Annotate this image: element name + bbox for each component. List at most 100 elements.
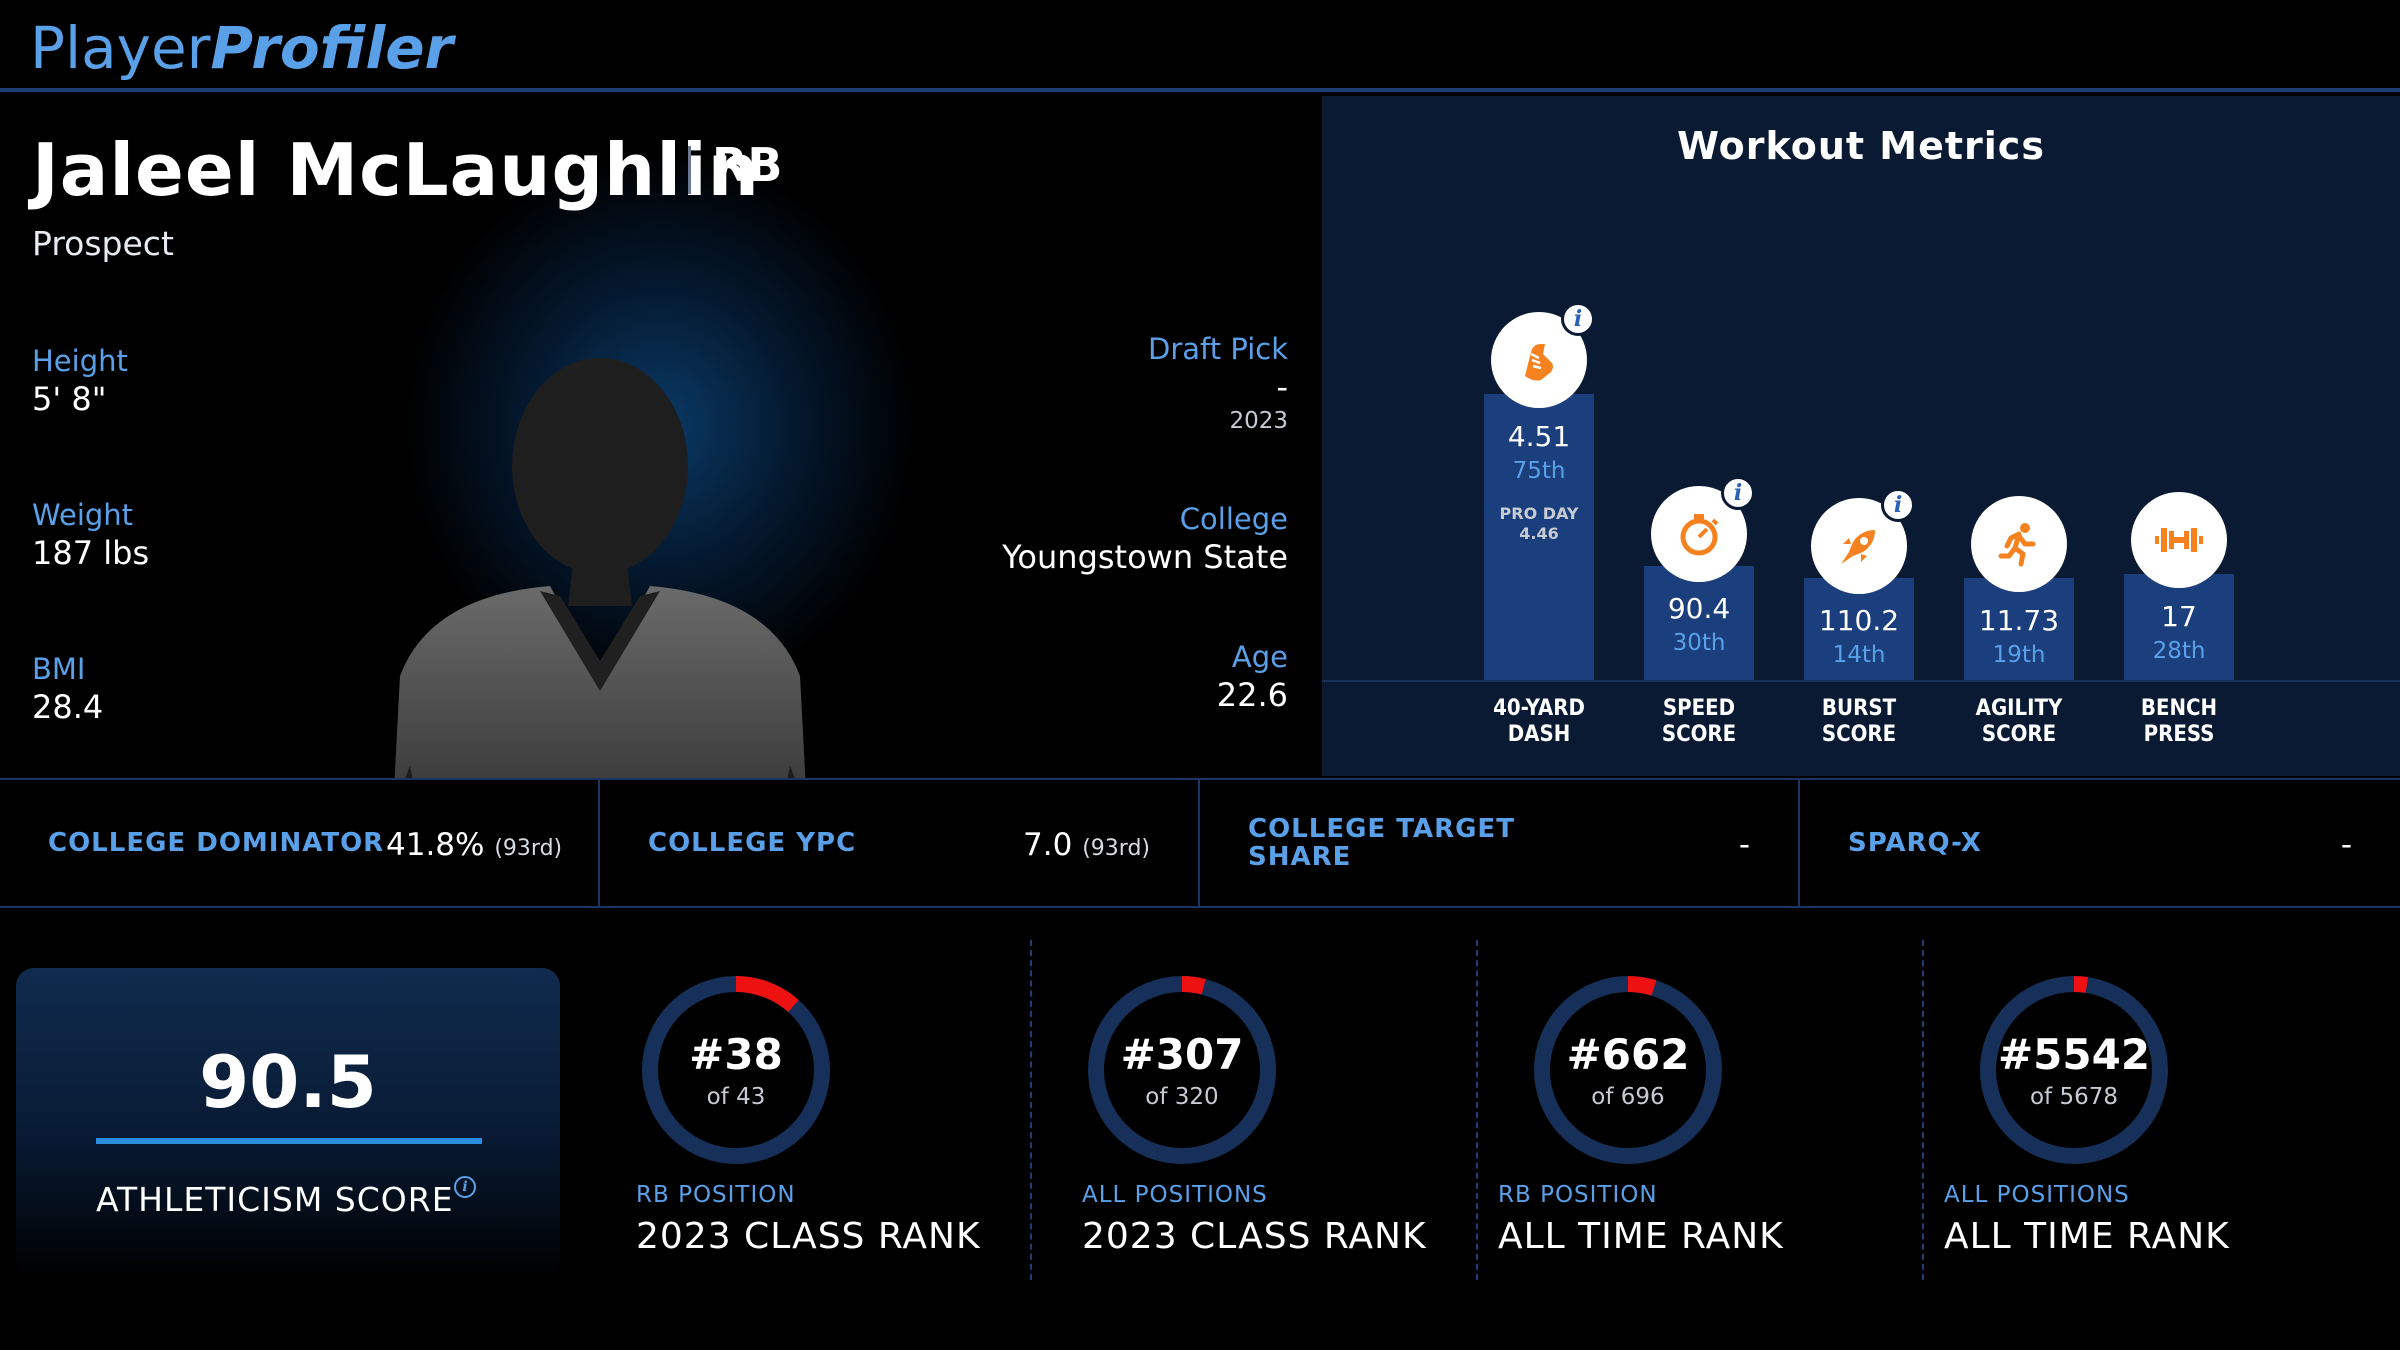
agility-score-value: 11.73	[1978, 604, 2060, 637]
runner-icon	[1971, 496, 2067, 592]
rank-card-rb-alltime[interactable]: #662 of 696 RB POSITION ALL TIME RANK	[1498, 970, 1928, 1270]
college-dominator-value: 41.8% (93rd)	[386, 827, 562, 863]
burst-score-label-line1: BURST	[1821, 696, 1897, 721]
speed-score-label-line2: SCORE	[1661, 722, 1737, 747]
rank-title: ALL TIME RANK	[1944, 1216, 2230, 1257]
height-value: 5' 8"	[32, 380, 107, 418]
rank-divider	[1922, 940, 1924, 1280]
bmi-value: 28.4	[32, 688, 104, 726]
rank-ring-fill	[1980, 976, 2168, 1164]
burst-score-label-line2: SCORE	[1821, 722, 1897, 747]
draft-pick-label: Draft Pick	[1148, 332, 1288, 366]
rank-title: ALL TIME RANK	[1498, 1216, 1784, 1257]
bench-press-bar[interactable]	[2124, 574, 2234, 680]
speed-score-label: SPEED SCORE	[1624, 696, 1774, 748]
burst-score-value: 110.2	[1818, 604, 1900, 637]
college-label: College	[1179, 502, 1288, 536]
height-label: Height	[32, 344, 128, 378]
rank-of-total: of 696	[1591, 1084, 1665, 1110]
college-ypc-cell[interactable]: COLLEGE YPC 7.0 (93rd)	[600, 780, 1200, 906]
rank-number: #38	[689, 1030, 783, 1079]
rank-divider	[1476, 940, 1478, 1280]
speed-score-bar[interactable]	[1644, 566, 1754, 680]
player-panel: Jaleel McLaughlin RB Prospect Height 5' …	[0, 96, 1320, 866]
rank-category: ALL POSITIONS	[1944, 1182, 2130, 1208]
rank-number: #307	[1120, 1030, 1244, 1079]
rank-ring	[1980, 976, 2168, 1164]
rank-number: #5542	[1997, 1030, 2151, 1079]
rank-ring	[642, 976, 830, 1164]
burst-score-bar[interactable]	[1804, 578, 1914, 680]
rank-ring-fill	[1088, 976, 1276, 1164]
burst-score-label: BURST SCORE	[1784, 696, 1934, 748]
agility-score-label-line1: AGILITY	[1975, 696, 2063, 721]
rank-card-rb-class[interactable]: #38 of 43 RB POSITION 2023 CLASS RANK	[636, 970, 1036, 1270]
bench-press-label: BENCH PRESS	[2104, 696, 2254, 748]
rank-of-total: of 5678	[2029, 1084, 2118, 1110]
age-value: 22.6	[1216, 676, 1288, 714]
target-label-line2: SHARE	[1248, 842, 1352, 872]
athleticism-info-icon[interactable]: i	[454, 1176, 476, 1198]
position-divider	[688, 146, 691, 194]
rank-title: 2023 CLASS RANK	[636, 1216, 981, 1257]
agility-score-percentile: 19th	[1992, 642, 2046, 668]
forty-yard-info-icon[interactable]: i	[1561, 302, 1595, 336]
weight-label: Weight	[32, 498, 134, 532]
rank-ring-fill	[642, 976, 830, 1164]
agility-score-bar[interactable]	[1964, 578, 2074, 680]
college-stats-row: COLLEGE DOMINATOR 41.8% (93rd) COLLEGE Y…	[0, 778, 2400, 908]
bench-press-value: 17	[2161, 600, 2197, 633]
rank-divider	[1030, 940, 1032, 1280]
player-name: Jaleel McLaughlin	[32, 128, 760, 212]
speed-score-info-icon[interactable]: i	[1721, 476, 1755, 510]
dominator-value-text: 41.8%	[386, 827, 485, 863]
pro-day-value: 4.46	[1519, 524, 1559, 543]
draft-year: 2023	[1229, 408, 1288, 434]
player-profiler-logo[interactable]: PlayerProfiler	[30, 14, 453, 82]
dumbbell-icon	[2131, 492, 2227, 588]
bench-press-label-line1: BENCH	[2140, 696, 2218, 721]
college-ypc-label: COLLEGE YPC	[648, 828, 857, 858]
sparq-x-label: SPARQ-X	[1848, 828, 1982, 858]
forty-yard-percentile: 75th	[1512, 458, 1566, 484]
weight-value: 187 lbs	[32, 534, 150, 572]
forty-yard-value: 4.51	[1507, 420, 1571, 453]
speed-score-value: 90.4	[1667, 592, 1731, 625]
athleticism-score-label: ATHLETICISM SCORE	[96, 1180, 454, 1219]
rank-card-all-alltime[interactable]: #5542 of 5678 ALL POSITIONS ALL TIME RAN…	[1944, 970, 2374, 1270]
sparq-x-cell[interactable]: SPARQ-X -	[1800, 780, 2400, 906]
ypc-rank-text: (93rd)	[1082, 836, 1150, 861]
college-value: Youngstown State	[1002, 538, 1288, 576]
rank-card-all-class[interactable]: #307 of 320 ALL POSITIONS 2023 CLASS RAN…	[1082, 970, 1482, 1270]
sparq-x-value: -	[2340, 827, 2352, 863]
college-target-share-cell[interactable]: COLLEGE TARGET SHARE -	[1200, 780, 1800, 906]
athleticism-score-card[interactable]: 90.5 ATHLETICISM SCORE i	[16, 968, 560, 1278]
athleticism-score-value: 90.5	[199, 1040, 377, 1124]
dominator-rank-text: (93rd)	[494, 836, 563, 861]
workout-metrics-panel: Workout Metrics i 4.51 75th PRO DAY 4.46…	[1322, 96, 2400, 776]
college-ypc-value: 7.0 (93rd)	[1023, 827, 1150, 863]
logo-bold: Profiler	[210, 14, 454, 82]
forty-yard-label-line2: DASH	[1507, 722, 1571, 747]
burst-score-percentile: 14th	[1832, 642, 1886, 668]
college-target-share-label: COLLEGE TARGET SHARE	[1248, 780, 1515, 906]
bench-press-percentile: 28th	[2152, 638, 2206, 664]
rank-category: RB POSITION	[1498, 1182, 1658, 1208]
rank-ring	[1088, 976, 1276, 1164]
college-target-share-value: -	[1738, 827, 1750, 863]
rank-of-total: of 320	[1145, 1084, 1219, 1110]
chart-baseline	[1322, 680, 2400, 682]
rank-ring-fill	[1534, 976, 1722, 1164]
logo-regular: Player	[30, 14, 211, 82]
rank-category: RB POSITION	[636, 1182, 796, 1208]
forty-yard-dash-bar[interactable]	[1484, 394, 1594, 680]
college-dominator-label: COLLEGE DOMINATOR	[48, 828, 385, 858]
college-dominator-cell[interactable]: COLLEGE DOMINATOR 41.8% (93rd)	[0, 780, 600, 906]
burst-score-info-icon[interactable]: i	[1881, 488, 1915, 522]
age-label: Age	[1231, 640, 1288, 674]
rank-ring	[1534, 976, 1722, 1164]
speed-score-label-line1: SPEED	[1662, 696, 1736, 721]
player-status: Prospect	[32, 224, 174, 263]
top-bar: PlayerProfiler	[0, 0, 2400, 92]
athleticism-score-underline	[96, 1138, 482, 1144]
